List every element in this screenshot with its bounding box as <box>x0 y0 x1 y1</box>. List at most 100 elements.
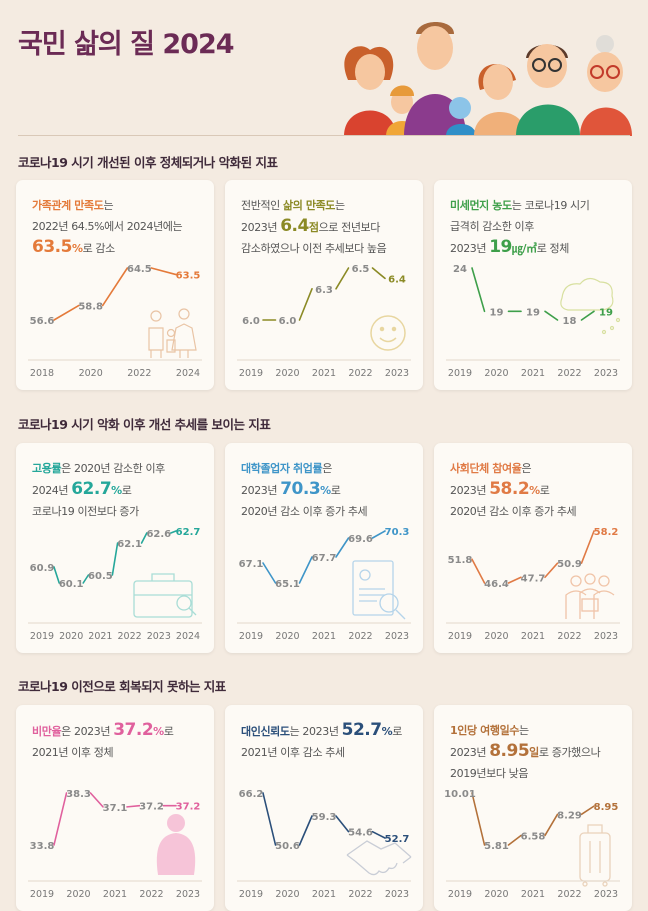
x-tick-label: 2023 <box>385 368 409 379</box>
x-tick-label: 2018 <box>30 368 54 379</box>
series-line-segment <box>335 267 350 290</box>
desc-text: 로 증가했으나 <box>538 746 601 759</box>
big-value: 6.4 <box>280 216 309 236</box>
data-label: 50.9 <box>557 559 582 570</box>
group-people-icon <box>565 573 615 619</box>
big-value: 8.95 <box>489 741 530 761</box>
series-line-segment <box>150 267 177 276</box>
x-tick-label: 2019 <box>448 889 472 900</box>
big-value: 70.3 <box>280 479 321 499</box>
series-line-segment <box>53 792 68 846</box>
card-description: 사회단체 참여율은 2023년 58.2%로 2020년 감소 이후 증가 추세 <box>450 458 622 522</box>
data-label: 54.6 <box>348 828 373 839</box>
series-line-segment <box>544 813 559 837</box>
page-title: 국민 삶의 질 2024 <box>18 29 235 60</box>
data-label: 6.3 <box>315 285 333 296</box>
card-life-satisfaction: 전반적인 삶의 만족도는 2023년 6.4점으로 전년보다 감소하였으나 이전… <box>225 180 423 390</box>
desc-text: 는 코로나19 시기 <box>511 199 590 212</box>
x-tick-label: 2021 <box>312 889 336 900</box>
series-line-segment <box>335 815 350 833</box>
big-value: 52.7 <box>341 720 382 740</box>
series-line-segment <box>53 566 61 584</box>
desc-text: 는 <box>103 199 114 212</box>
big-unit: % <box>529 484 540 497</box>
briefcase-icon <box>133 573 197 618</box>
data-label: 58.8 <box>78 302 103 313</box>
data-label: 47.7 <box>521 573 546 584</box>
data-label: 37.1 <box>103 803 128 814</box>
series-line-segment <box>544 310 559 321</box>
data-label: 6.58 <box>521 831 546 842</box>
x-tick-label: 2022 <box>118 631 142 642</box>
data-label: 46.4 <box>484 579 509 590</box>
data-label: 60.1 <box>59 579 84 590</box>
series-line-segment <box>580 310 595 321</box>
x-tick-label: 2020 <box>275 631 299 642</box>
chart-employ: 60.9 60.1 60.5 62.1 62.6 62.7 2019 2020 2021 2022… <box>28 527 202 642</box>
x-tick-label: 2019 <box>30 889 54 900</box>
card-fine-dust: 미세먼지 농도는 코로나19 시기 급격히 감소한 이후 2023년 19㎍/㎥… <box>434 180 632 390</box>
series-line-segment <box>262 792 277 846</box>
desc-line: 2021년 이후 감소 추세 <box>241 746 345 759</box>
desc-text: 2023년 <box>241 484 281 497</box>
chart-family: 56.6 58.8 64.5 63.5 2018 2020 2022 2024 <box>28 264 202 379</box>
data-label: 64.5 <box>127 264 152 275</box>
big-value: 37.2 <box>113 720 154 740</box>
card-obesity: 비만율은 2023년 37.2%로 2021년 이후 정체 33.8 38.3 37… <box>16 705 214 911</box>
desc-text: 전반적인 <box>241 199 283 212</box>
series-line-segment <box>111 542 119 576</box>
x-tick-label: 2020 <box>275 889 299 900</box>
data-label: 62.7 <box>176 527 201 538</box>
resume-icon <box>352 560 406 620</box>
x-tick-label: 2021 <box>521 368 545 379</box>
x-tick-label: 2019 <box>239 368 263 379</box>
x-tick-label: 2022 <box>557 368 581 379</box>
data-label: 63.5 <box>176 271 201 282</box>
data-label: 50.6 <box>275 841 300 852</box>
x-tick-label: 2021 <box>103 889 127 900</box>
chart-obesity: 33.8 38.3 37.1 37.2 37.2 2019 2020 2021 2022 2023 <box>28 789 202 900</box>
series-line-segment <box>580 805 595 816</box>
big-value: 62.7 <box>71 479 112 499</box>
desc-text: 로 <box>392 725 402 738</box>
desc-text: 은 2020년 감소한 이후 <box>61 462 165 475</box>
card-description: 미세먼지 농도는 코로나19 시기 급격히 감소한 이후 2023년 19㎍/㎥… <box>450 195 622 259</box>
card-interpersonal-trust: 대인신뢰도는 2023년 52.7%로 2021년 이후 감소 추세 66.2 5… <box>225 705 423 911</box>
highlight-term: 비만율 <box>32 725 62 738</box>
desc-text: 로 <box>539 484 550 497</box>
x-tick-label: 2019 <box>448 368 472 379</box>
highlight-term: 미세먼지 농도 <box>450 199 512 212</box>
big-unit: % <box>381 725 393 738</box>
series-line-segment <box>298 556 313 584</box>
highlight-term: 고용률 <box>32 462 62 475</box>
x-tick-label: 2020 <box>275 368 299 379</box>
data-label: 6.5 <box>352 264 370 275</box>
series-line-segment <box>507 834 522 846</box>
desc-text: 2023년 <box>450 484 490 497</box>
suitcase-icon <box>579 824 611 887</box>
series-line-segment <box>82 574 90 584</box>
x-tick-label: 2020 <box>484 368 508 379</box>
card-description: 대학졸업자 취업률은 2023년 70.3%로 2020년 감소 이후 증가 추… <box>241 458 413 522</box>
chart-dust: 24 19 19 18 19 2019 2020 2021 2022 2023 <box>446 264 621 379</box>
data-label: 6.0 <box>242 316 260 327</box>
data-label: 18 <box>563 316 577 327</box>
family-icon <box>148 308 197 358</box>
desc-text: 로 정체 <box>536 242 570 255</box>
card-family-satisfaction: 가족관계 만족도는 2022년 64.5%에서 2024년에는 63.5%로 감… <box>16 180 214 390</box>
series-line-segment <box>471 558 486 584</box>
series-line-segment <box>471 267 486 313</box>
series-line-segment <box>371 267 386 280</box>
desc-line: 코로나19 이전보다 증가 <box>32 505 139 518</box>
data-label: 60.5 <box>88 571 113 582</box>
desc-text: 2024년 <box>32 484 72 497</box>
card-description: 1인당 여행일수는 2023년 8.95일로 증가했으나 2019년보다 낮음 <box>450 720 622 784</box>
series-line-segment <box>126 804 141 808</box>
smile-icon <box>370 315 406 351</box>
x-tick-label: 2019 <box>448 631 472 642</box>
x-tick-label: 2022 <box>348 889 372 900</box>
series-line-segment <box>140 532 148 544</box>
x-tick-label: 2019 <box>239 631 263 642</box>
x-tick-label: 2020 <box>66 889 90 900</box>
x-tick-label: 2019 <box>30 631 54 642</box>
